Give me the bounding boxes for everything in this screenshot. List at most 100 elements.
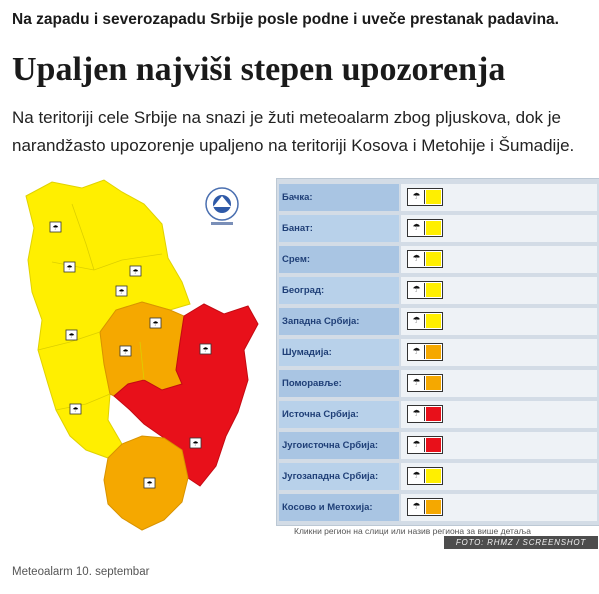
warning-badge[interactable]: ☂ — [407, 219, 443, 237]
table-instructions: Кликни регион на слици или назив региона… — [294, 526, 531, 536]
svg-text:☂: ☂ — [152, 320, 158, 328]
svg-text:☂: ☂ — [192, 440, 198, 448]
warning-badge[interactable]: ☂ — [407, 374, 443, 392]
rain-shower-icon: ☂ — [409, 283, 425, 297]
map-rain-shower-icon[interactable]: ☂ — [69, 403, 82, 415]
warning-level-orange — [426, 500, 441, 514]
warning-level-yellow — [426, 469, 441, 483]
map-inner-borders — [37, 203, 163, 411]
region-warning-cell: ☂ — [401, 339, 597, 366]
region-warning-cell: ☂ — [401, 215, 597, 242]
warning-badge[interactable]: ☂ — [407, 188, 443, 206]
region-warning-table: Бачка: ☂ Банат: ☂ Срем: ☂ Београд: ☂ Западна Срб… — [276, 178, 599, 526]
map-rain-shower-icon[interactable]: ☂ — [49, 221, 62, 233]
rain-shower-icon: ☂ — [409, 190, 425, 204]
region-name[interactable]: Источна Србија: — [279, 401, 399, 428]
region-warning-cell: ☂ — [401, 432, 597, 459]
rhmz-logo — [205, 187, 239, 225]
svg-text:☂: ☂ — [52, 224, 58, 232]
svg-text:☂: ☂ — [146, 480, 152, 488]
map-rain-shower-icon[interactable]: ☂ — [63, 261, 76, 273]
meteoalarm-figure: ☂ ☂ ☂ ☂ ☂ ☂ ☂ ☂ ☂ ☂ ☂ Бачка: ☂ Банат: ☂ Срем: ☂ Београд:… — [12, 174, 599, 550]
region-name[interactable]: Шумадија: — [279, 339, 399, 366]
map-rain-shower-icon[interactable]: ☂ — [65, 329, 78, 341]
rain-shower-icon: ☂ — [409, 252, 425, 266]
svg-text:☂: ☂ — [66, 264, 72, 272]
image-caption: Meteoalarm 10. septembar — [12, 566, 150, 578]
region-name[interactable]: Београд: — [279, 277, 399, 304]
region-name[interactable]: Косово и Метохија: — [279, 494, 399, 521]
photo-credit: FOTO: RHMZ / SCREENSHOT — [444, 536, 598, 549]
region-warning-cell: ☂ — [401, 401, 597, 428]
region-row[interactable]: Косово и Метохија: ☂ — [279, 494, 597, 521]
warning-badge[interactable]: ☂ — [407, 281, 443, 299]
rain-shower-icon: ☂ — [409, 438, 425, 452]
region-name[interactable]: Југоисточна Србија: — [279, 432, 399, 459]
map-rain-shower-icon[interactable]: ☂ — [143, 477, 156, 489]
svg-text:☂: ☂ — [68, 332, 74, 340]
warning-level-orange — [426, 376, 441, 390]
article-intro: Na teritoriji cele Srbije na snazi je žu… — [12, 108, 575, 155]
region-row[interactable]: Поморавље: ☂ — [279, 370, 597, 397]
warning-level-yellow — [426, 221, 441, 235]
region-row[interactable]: Југоисточна Србија: ☂ — [279, 432, 597, 459]
region-warning-cell: ☂ — [401, 308, 597, 335]
article-lead: Na zapadu i severozapadu Srbije posle po… — [12, 11, 559, 28]
region-row[interactable]: Источна Србија: ☂ — [279, 401, 597, 428]
warning-level-yellow — [426, 252, 441, 266]
rain-shower-icon: ☂ — [409, 314, 425, 328]
rain-shower-icon: ☂ — [409, 500, 425, 514]
map-rain-shower-icon[interactable]: ☂ — [189, 437, 202, 449]
map-rain-shower-icon[interactable]: ☂ — [149, 317, 162, 329]
region-warning-cell: ☂ — [401, 246, 597, 273]
region-row[interactable]: Срем: ☂ — [279, 246, 597, 273]
warning-level-yellow — [426, 314, 441, 328]
map-warning-icons: ☂ ☂ ☂ ☂ ☂ ☂ ☂ ☂ ☂ ☂ ☂ — [49, 221, 212, 489]
region-warning-cell: ☂ — [401, 277, 597, 304]
map-rain-shower-icon[interactable]: ☂ — [115, 285, 128, 297]
region-name[interactable]: Бачка: — [279, 184, 399, 211]
region-row[interactable]: Банат: ☂ — [279, 215, 597, 242]
rain-shower-icon: ☂ — [409, 407, 425, 421]
warning-badge[interactable]: ☂ — [407, 405, 443, 423]
region-name[interactable]: Банат: — [279, 215, 399, 242]
warning-level-orange — [426, 345, 441, 359]
warning-badge[interactable]: ☂ — [407, 312, 443, 330]
svg-text:☂: ☂ — [122, 348, 128, 356]
map-rain-shower-icon[interactable]: ☂ — [119, 345, 132, 357]
region-row[interactable]: Бачка: ☂ — [279, 184, 597, 211]
rain-shower-icon: ☂ — [409, 376, 425, 390]
rain-shower-icon: ☂ — [409, 345, 425, 359]
warning-badge[interactable]: ☂ — [407, 436, 443, 454]
region-name[interactable]: Југозападна Србија: — [279, 463, 399, 490]
region-row[interactable]: Западна Србија: ☂ — [279, 308, 597, 335]
svg-text:☂: ☂ — [132, 268, 138, 276]
svg-text:☂: ☂ — [72, 406, 78, 414]
region-warning-cell: ☂ — [401, 370, 597, 397]
region-row[interactable]: Шумадија: ☂ — [279, 339, 597, 366]
region-row[interactable]: Београд: ☂ — [279, 277, 597, 304]
map-rain-shower-icon[interactable]: ☂ — [199, 343, 212, 355]
map-svg[interactable]: ☂ ☂ ☂ ☂ ☂ ☂ ☂ ☂ ☂ ☂ ☂ — [12, 174, 274, 550]
article-headline: Upaljen najviši stepen upozorenja — [12, 51, 506, 88]
region-row[interactable]: Југозападна Србија: ☂ — [279, 463, 597, 490]
region-warning-cell: ☂ — [401, 184, 597, 211]
warning-level-red — [426, 407, 441, 421]
map-rain-shower-icon[interactable]: ☂ — [129, 265, 142, 277]
region-name[interactable]: Поморавље: — [279, 370, 399, 397]
rain-shower-icon: ☂ — [409, 469, 425, 483]
region-warning-cell: ☂ — [401, 463, 597, 490]
warning-level-yellow — [426, 190, 441, 204]
warning-badge[interactable]: ☂ — [407, 498, 443, 516]
svg-text:☂: ☂ — [202, 346, 208, 354]
rain-shower-icon: ☂ — [409, 221, 425, 235]
region-warning-cell: ☂ — [401, 494, 597, 521]
region-name[interactable]: Срем: — [279, 246, 399, 273]
svg-text:☂: ☂ — [118, 288, 124, 296]
serbia-warning-map[interactable]: ☂ ☂ ☂ ☂ ☂ ☂ ☂ ☂ ☂ ☂ ☂ — [12, 174, 274, 550]
warning-badge[interactable]: ☂ — [407, 467, 443, 485]
region-name[interactable]: Западна Србија: — [279, 308, 399, 335]
warning-level-red — [426, 438, 441, 452]
warning-badge[interactable]: ☂ — [407, 250, 443, 268]
warning-badge[interactable]: ☂ — [407, 343, 443, 361]
